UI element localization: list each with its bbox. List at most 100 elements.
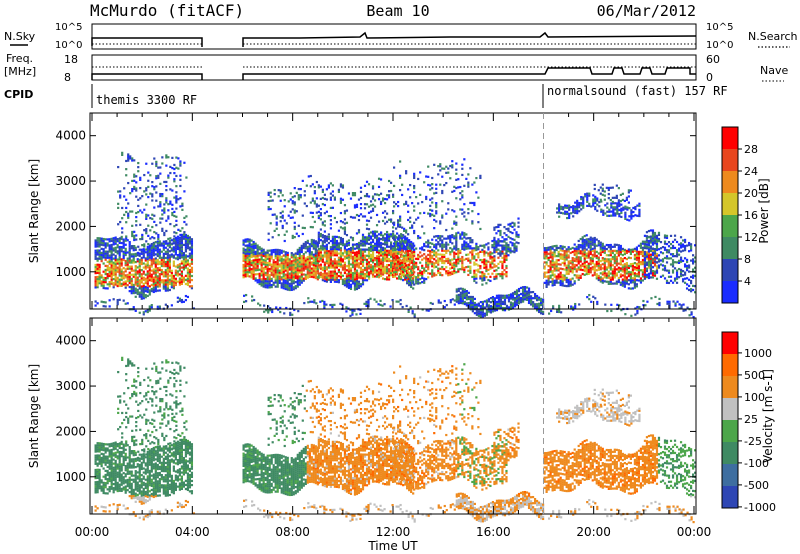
data-cell: [588, 192, 591, 195]
data-cell: [375, 236, 379, 239]
data-cell: [146, 282, 149, 285]
data-cell: [423, 277, 426, 280]
data-cell: [565, 250, 568, 253]
data-cell: [98, 251, 101, 254]
data-cell: [167, 156, 170, 159]
data-cell: [258, 268, 261, 271]
data-cell: [152, 260, 155, 263]
data-cell: [399, 250, 402, 253]
data-cell: [126, 277, 129, 281]
data-cell: [345, 252, 349, 256]
data-cell: [381, 252, 385, 256]
data-cell: [166, 260, 169, 263]
data-cell: [167, 209, 170, 212]
data-cell: [493, 251, 496, 254]
data-cell: [183, 161, 186, 164]
data-cell: [98, 263, 101, 266]
data-cell: [130, 269, 133, 272]
data-cell: [549, 274, 552, 277]
data-cell: [369, 253, 373, 257]
data-cell: [161, 156, 164, 159]
data-cell: [493, 277, 496, 281]
data-cell: [304, 263, 307, 266]
data-cell: [373, 271, 377, 274]
data-cell: [166, 250, 169, 253]
data-cell: [359, 207, 363, 210]
data-cell: [495, 246, 498, 249]
data-cell: [549, 270, 552, 273]
data-cell: [582, 206, 585, 209]
data-cell: [381, 269, 385, 272]
data-cell: [547, 248, 550, 251]
data-cell: [325, 253, 328, 257]
data-cell: [579, 250, 582, 253]
data-cell: [180, 252, 183, 255]
data-cell: [296, 273, 299, 276]
data-cell: [609, 272, 612, 275]
data-cell: [349, 253, 353, 256]
data-cell: [385, 266, 389, 269]
data-cell: [120, 246, 123, 249]
data-cell: [481, 259, 484, 262]
data-cell: [363, 236, 367, 239]
data-cell: [549, 246, 552, 249]
data-cell: [435, 235, 438, 238]
data-cell: [404, 241, 407, 244]
data-cell: [186, 281, 190, 284]
data-cell: [365, 227, 369, 230]
data-cell: [323, 241, 326, 244]
data-cell: [136, 292, 139, 296]
data-cell: [128, 251, 131, 254]
data-cell: [397, 244, 400, 247]
data-cell: [175, 185, 178, 188]
data-cell: [577, 245, 580, 249]
data-cell: [120, 248, 123, 251]
data-cell: [355, 271, 359, 274]
data-cell: [415, 247, 418, 250]
data-cell: [465, 266, 468, 269]
data-cell: [157, 235, 160, 239]
data-cell: [300, 261, 303, 264]
data-cell: [391, 247, 395, 250]
data-cell: [551, 280, 554, 283]
data-cell: [592, 194, 595, 197]
data-cell: [643, 267, 647, 270]
data-cell: [453, 261, 456, 264]
data-cell: [312, 274, 315, 277]
data-cell: [272, 273, 275, 276]
data-cell: [499, 260, 502, 263]
data-cell: [176, 237, 179, 240]
data-cell: [363, 244, 367, 247]
data-cell: [391, 195, 395, 198]
data-cell: [124, 286, 127, 289]
data-cell: [457, 268, 460, 271]
data-cell: [172, 260, 175, 263]
data-cell: [629, 281, 632, 284]
data-cell: [398, 234, 401, 237]
data-cell: [108, 285, 111, 288]
data-cell: [583, 259, 586, 262]
data-cell: [455, 178, 458, 181]
data-cell: [271, 236, 274, 239]
data-cell: [582, 196, 585, 199]
data-cell: [118, 268, 121, 271]
data-cell: [335, 221, 339, 224]
data-cell: [294, 254, 297, 257]
data-cell: [449, 247, 452, 250]
data-cell: [256, 244, 259, 247]
data-cell: [165, 156, 168, 159]
data-cell: [467, 212, 470, 215]
data-cell: [260, 266, 263, 269]
data-cell: [177, 157, 180, 160]
data-cell: [449, 261, 452, 264]
data-cell: [559, 273, 562, 276]
data-cell: [130, 281, 133, 285]
data-cell: [349, 267, 353, 270]
data-cell: [188, 254, 192, 257]
data-cell: [355, 257, 359, 260]
data-cell: [631, 281, 634, 284]
data-cell: [567, 268, 570, 271]
data-cell: [108, 262, 111, 265]
data-cell: [184, 274, 188, 277]
data-cell: [349, 285, 353, 288]
